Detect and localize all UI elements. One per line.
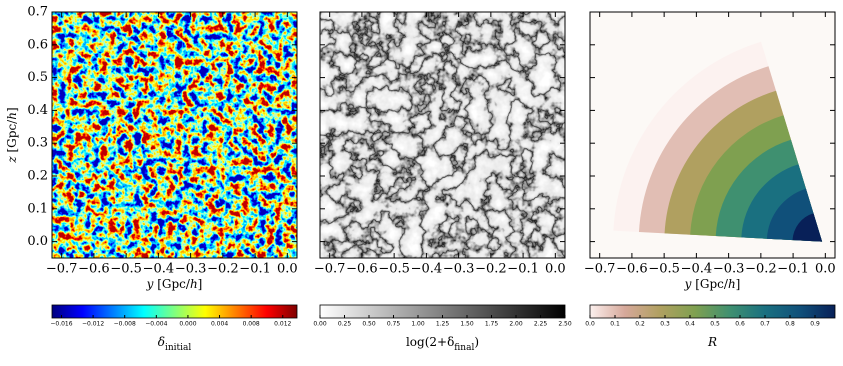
x-tick-label: −0.4 <box>143 262 175 277</box>
x-tick-label: −0.6 <box>78 262 110 277</box>
y-tick-label: 0.6 <box>27 37 48 52</box>
colorbar-tick-label: 0.50 <box>362 321 376 328</box>
colorbar-tick-label: 0.004 <box>211 321 228 328</box>
colorbar <box>51 304 298 319</box>
colorbar-tick-label: 0.00 <box>313 321 327 328</box>
axis-label: y [Gpc/h] <box>146 277 203 291</box>
label-part: ] <box>736 277 741 291</box>
x-tick-label: −0.7 <box>46 262 78 277</box>
x-tick-label: −0.5 <box>110 262 142 277</box>
y-tick-label: 0.0 <box>27 234 48 249</box>
colorbar-tick-label: 0.8 <box>785 321 795 328</box>
x-tick-label: −0.3 <box>713 262 745 277</box>
x-tick-label: −0.2 <box>745 262 777 277</box>
density-image <box>52 12 297 258</box>
colorbar <box>589 304 836 319</box>
label-part: ] <box>198 277 203 291</box>
y-tick-label: 0.1 <box>27 201 48 216</box>
label-part: final <box>454 343 474 353</box>
label-part: δ <box>158 335 165 349</box>
colorbar-tick-label: 0.6 <box>735 321 745 328</box>
y-tick-label: 0.7 <box>27 5 48 20</box>
plot-frame <box>589 11 836 259</box>
colorbar-tick-label: 0.2 <box>635 321 645 328</box>
x-tick-label: 0.0 <box>545 262 566 277</box>
x-tick-label: 0.0 <box>815 262 836 277</box>
x-tick-label: −0.7 <box>314 262 346 277</box>
label-part: h <box>190 277 198 291</box>
colorbar-tick-label: −0.016 <box>50 321 72 328</box>
label-part: h <box>728 277 736 291</box>
wedge-ring <box>792 213 823 242</box>
colorbar-tick-label: 0.1 <box>610 321 620 328</box>
colorbar-tick-label: 1.50 <box>460 321 474 328</box>
label-part: y <box>684 277 692 291</box>
colorbar-tick-label: 0.25 <box>338 321 352 328</box>
colorbar-tick-label: 1.00 <box>411 321 425 328</box>
axis-label: δinitial <box>158 335 192 353</box>
plot-frame <box>319 11 566 259</box>
label-part: initial <box>165 343 191 353</box>
x-tick-label: −0.3 <box>443 262 475 277</box>
y-tick-label: 0.5 <box>27 70 48 85</box>
colorbar-tick-label: 0.7 <box>760 321 770 328</box>
x-tick-label: −0.1 <box>239 262 271 277</box>
x-tick-label: 0.0 <box>277 262 298 277</box>
x-tick-label: −0.2 <box>475 262 507 277</box>
x-tick-label: −0.1 <box>507 262 539 277</box>
x-tick-label: −0.5 <box>378 262 410 277</box>
label-part: R <box>707 335 717 349</box>
colorbar-tick-label: 0.75 <box>387 321 401 328</box>
axis-label: R <box>707 335 717 349</box>
label-part: [Gpc/ <box>153 277 190 291</box>
colorbar-tick-label: 2.50 <box>558 321 572 328</box>
axis-label: log(2+δfinal) <box>406 335 479 353</box>
density-image <box>320 12 565 258</box>
colorbar-tick-label: 0.5 <box>710 321 720 328</box>
colorbar-tick-label: 0.0 <box>585 321 595 328</box>
colorbar-tick-label: 2.00 <box>509 321 523 328</box>
y-tick-label: 0.4 <box>27 103 48 118</box>
axis-label: y [Gpc/h] <box>684 277 741 291</box>
label-part: [Gpc/ <box>5 119 19 156</box>
colorbar-tick-label: 0.9 <box>810 321 820 328</box>
colorbar-tick-label: 0.000 <box>179 321 196 328</box>
colorbar-tick-label: −0.012 <box>82 321 104 328</box>
colorbar-tick-label: 0.008 <box>243 321 260 328</box>
x-tick-label: −0.3 <box>175 262 207 277</box>
x-tick-label: −0.7 <box>584 262 616 277</box>
x-tick-label: −0.1 <box>777 262 809 277</box>
colorbar-tick-label: −0.004 <box>145 321 167 328</box>
label-part: y <box>146 277 154 291</box>
label-part: [Gpc/ <box>691 277 728 291</box>
x-tick-label: −0.6 <box>346 262 378 277</box>
label-part: ) <box>474 335 479 349</box>
colorbar-tick-label: 0.012 <box>274 321 291 328</box>
colorbar-tick-label: 2.25 <box>534 321 548 328</box>
x-tick-label: −0.6 <box>616 262 648 277</box>
label-part: z <box>5 156 19 164</box>
axis-label: z [Gpc/h] <box>5 107 19 163</box>
label-part: log(2+δ <box>406 335 454 349</box>
x-tick-label: −0.5 <box>648 262 680 277</box>
y-tick-label: 0.3 <box>27 136 48 151</box>
colorbar-tick-label: −0.008 <box>114 321 136 328</box>
colorbar-tick-label: 1.75 <box>485 321 499 328</box>
colorbar-tick-label: 1.25 <box>436 321 450 328</box>
colorbar-tick-label: 0.3 <box>660 321 670 328</box>
y-tick-label: 0.2 <box>27 169 48 184</box>
x-tick-label: −0.4 <box>411 262 443 277</box>
label-part: h <box>5 112 19 120</box>
x-tick-label: −0.4 <box>681 262 713 277</box>
plot-frame <box>51 11 298 259</box>
colorbar-tick-label: 0.4 <box>685 321 695 328</box>
x-tick-label: −0.2 <box>207 262 239 277</box>
label-part: ] <box>5 107 19 112</box>
